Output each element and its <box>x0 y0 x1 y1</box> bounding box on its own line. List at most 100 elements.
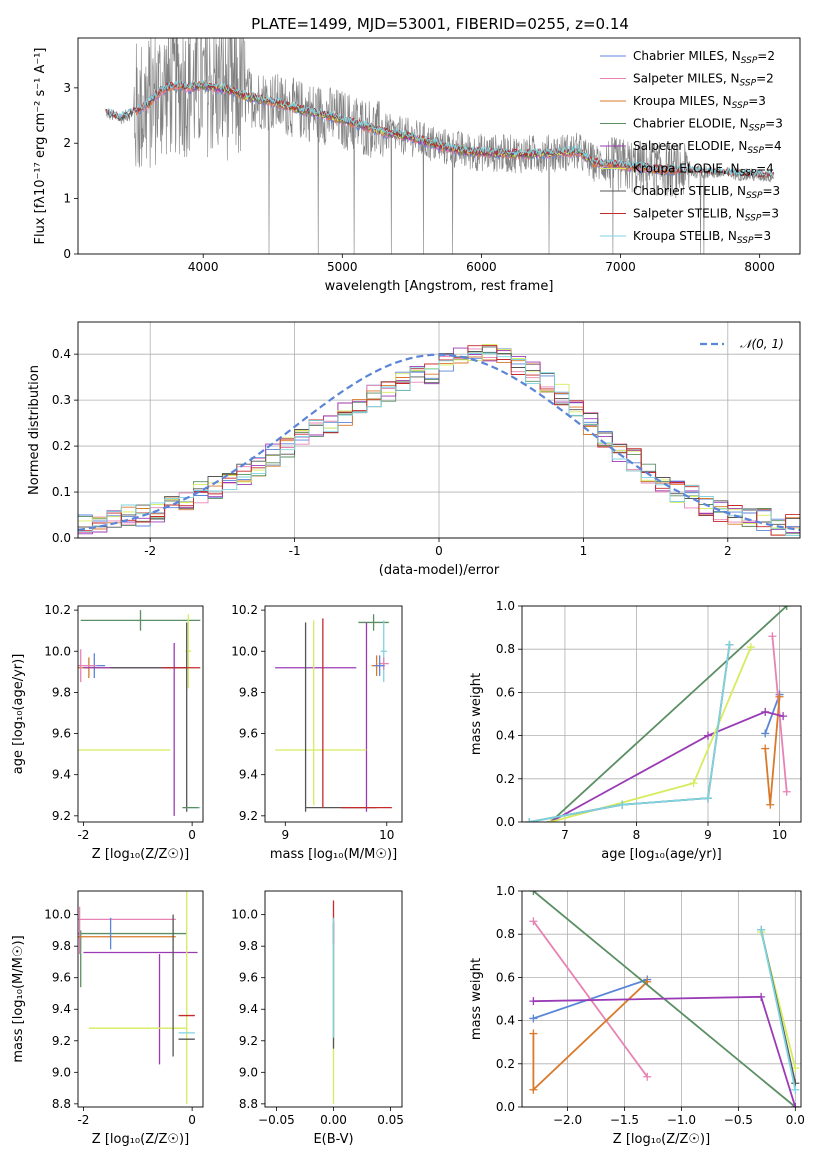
data-point-marker <box>791 1103 800 1107</box>
x-tick-label: −0.05 <box>258 1113 295 1127</box>
y-tick-label: 9.4 <box>52 1002 71 1016</box>
data-point-marker <box>761 707 770 716</box>
series-line <box>529 644 731 822</box>
y-tick-label: 9.8 <box>52 685 71 699</box>
spectrum-legend: Chabrier MILES, NSSP=2 Salpeter MILES, NS… <box>600 49 783 246</box>
y-tick-label: 9.4 <box>239 768 258 782</box>
y-tick-label: 8.8 <box>52 1097 71 1111</box>
x-tick-label: -2 <box>144 544 156 558</box>
legend-entry: Chabrier STELIB, NSSP=3 <box>633 184 780 201</box>
y-tick-label: 10.0 <box>231 908 258 922</box>
axes-mass-vs-EBV: −0.05 0.00 0.05 8.8 9.0 9.2 9.4 9.6 9.8 10.0 E(B-V… <box>231 890 404 1147</box>
axes-frame <box>521 605 802 823</box>
plot-body-mass-weight-vs-age <box>525 606 791 822</box>
x-tick-label: 8000 <box>744 260 775 274</box>
plot-body-residuals <box>78 344 800 536</box>
x-tick-label: 6000 <box>466 260 497 274</box>
x-tick-label: 0.05 <box>377 1113 404 1127</box>
legend-entry: Salpeter STELIB, NSSP=3 <box>633 207 779 224</box>
y-tick-label: 9.2 <box>239 809 258 823</box>
y-axis-label: mass weight <box>469 958 484 1040</box>
y-tick-label: 9.8 <box>239 939 258 953</box>
data-point-marker <box>546 818 555 822</box>
x-tick-label: 0 <box>188 828 196 842</box>
x-axis-label: age [log₁₀(age/yr)] <box>601 847 722 862</box>
x-tick-label: 10 <box>379 828 394 842</box>
y-tick-label: 1.0 <box>496 599 515 613</box>
y-tick-label: 0.6 <box>496 685 515 699</box>
x-tick-label: 9 <box>704 828 712 842</box>
y-tick-label: 0.2 <box>496 772 515 786</box>
data-point-marker <box>529 917 538 926</box>
data-point-marker <box>768 632 777 641</box>
x-tick-label: -2 <box>77 1113 89 1127</box>
x-tick-label: 4000 <box>188 260 219 274</box>
data-point-marker <box>757 925 766 934</box>
x-tick-label: -1 <box>289 544 301 558</box>
legend-entry: Salpeter ELODIE, NSSP=4 <box>633 139 782 156</box>
axes-frame <box>77 890 204 1108</box>
plot-body-age-vs-Z <box>78 610 201 816</box>
y-axis-label: mass weight <box>469 673 484 755</box>
data-point-marker <box>529 1029 538 1038</box>
legend-entry: 𝒩(0, 1) <box>740 337 784 351</box>
x-tick-label: 7 <box>561 828 569 842</box>
x-tick-label: -2 <box>77 828 89 842</box>
x-tick-label: 5000 <box>327 260 358 274</box>
histogram-series <box>78 353 800 536</box>
y-tick-label: 0.0 <box>496 815 515 829</box>
y-tick-label: 10.0 <box>231 644 258 658</box>
axes-mass-vs-Z: -2 0 8.8 9.0 9.2 9.4 9.6 9.8 10.0 Z [log₁₀(Z/Z☉)]… <box>11 890 204 1147</box>
x-axis-label: Z [log₁₀(Z/Z☉)] <box>92 847 189 862</box>
x-tick-label: 0.00 <box>320 1113 347 1127</box>
plot-body-spectrum <box>105 38 775 254</box>
y-tick-label: 0.0 <box>496 1100 515 1114</box>
axes-frame <box>77 321 801 539</box>
data-point-marker <box>766 800 775 809</box>
data-point-marker <box>529 1085 538 1094</box>
axes-mass-weight-vs-Z: −2.0 −1.5 −1.0 −0.5 0.0 0.0 0.2 0.4 0.6 0.8 1.0 Z [… <box>469 884 805 1147</box>
legend-entry: Kroupa MILES, NSSP=3 <box>633 94 766 111</box>
y-tick-label: 10.2 <box>231 603 258 617</box>
y-tick-label: 0.4 <box>52 347 71 361</box>
x-tick-label: 9 <box>281 828 289 842</box>
x-axis-label: E(B-V) <box>313 1132 353 1147</box>
y-tick-label: 1 <box>63 192 71 206</box>
x-tick-label: 2 <box>724 544 732 558</box>
data-point-marker <box>761 729 770 738</box>
series-line <box>529 644 731 822</box>
axes-frame <box>77 605 204 823</box>
series-line <box>550 710 784 822</box>
y-tick-label: 3 <box>63 81 71 95</box>
y-tick-label: 9.6 <box>52 727 71 741</box>
series-line <box>549 606 788 822</box>
legend-entry: Chabrier ELODIE, NSSP=3 <box>633 117 783 134</box>
y-tick-label: 9.4 <box>239 1002 258 1016</box>
axes-age-vs-mass: 9 10 9.2 9.4 9.6 9.8 10.0 10.2 mass [log₁₀(M/M☉)… <box>231 603 403 862</box>
y-tick-label: 9.6 <box>52 971 71 985</box>
data-point-marker <box>746 643 755 652</box>
x-axis-label: (data-model)/error <box>379 563 500 578</box>
axes-spectrum: 4000 5000 6000 7000 8000 0 1 2 3 wavelength [Angs… <box>33 37 801 294</box>
series-line <box>532 920 649 1078</box>
x-tick-label: −1.5 <box>610 1113 639 1127</box>
legend-entry: Kroupa STELIB, NSSP=3 <box>633 229 771 246</box>
y-tick-label: 9.8 <box>52 939 71 953</box>
y-axis-label: age [log₁₀(age/yr)] <box>11 654 26 775</box>
x-tick-label: 0.0 <box>786 1113 805 1127</box>
data-point-marker <box>618 800 627 809</box>
data-point-marker <box>782 787 791 796</box>
y-tick-label: 0.2 <box>52 439 71 453</box>
spectrum-model-line <box>105 79 774 178</box>
data-point-marker <box>757 992 766 1001</box>
series-line <box>771 636 788 792</box>
data-point-marker <box>643 1072 652 1081</box>
y-tick-label: 0.3 <box>52 393 71 407</box>
axes-residuals: -2 -1 0 1 2 0.0 0.1 0.2 0.3 0.4 (data-model)/error… <box>27 321 801 578</box>
data-point-marker <box>689 779 698 788</box>
series-line <box>760 929 797 1090</box>
axes-mass-weight-vs-age: 7 8 9 10 0.0 0.2 0.4 0.6 0.8 1.0 age [log₁₀(age/yr… <box>469 599 802 862</box>
y-tick-label: 9.2 <box>239 1034 258 1048</box>
